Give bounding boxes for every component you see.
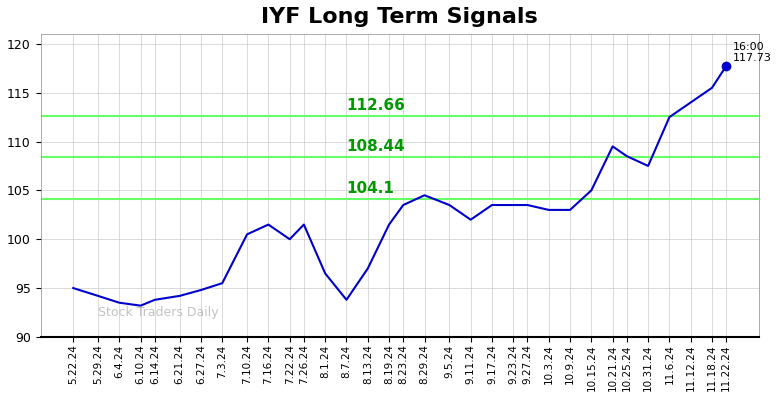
Text: 108.44: 108.44 (347, 139, 405, 154)
Text: 16:00
117.73: 16:00 117.73 (733, 42, 772, 63)
Text: 104.1: 104.1 (347, 181, 394, 196)
Title: IYF Long Term Signals: IYF Long Term Signals (261, 7, 538, 27)
Text: Stock Traders Daily: Stock Traders Daily (98, 306, 219, 319)
Text: 112.66: 112.66 (347, 98, 405, 113)
